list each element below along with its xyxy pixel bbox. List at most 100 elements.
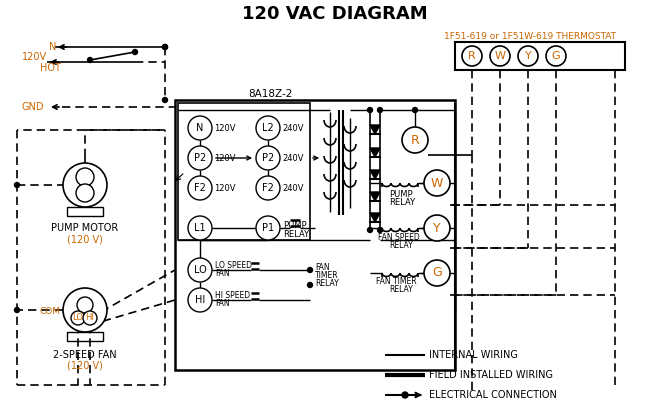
Text: 240V: 240V [282, 153, 304, 163]
Text: 120V: 120V [22, 52, 47, 62]
Bar [178, 103, 310, 240]
Circle shape [63, 163, 107, 207]
Bar [175, 100, 455, 370]
Text: FAN TIMER: FAN TIMER [376, 277, 417, 287]
Circle shape [462, 46, 482, 66]
Bar [67, 332, 103, 341]
Text: ELECTRICAL CONNECTION: ELECTRICAL CONNECTION [429, 390, 557, 400]
Text: FAN SPEED: FAN SPEED [378, 233, 419, 241]
Circle shape [163, 44, 168, 49]
Text: FIELD INSTALLED WIRING: FIELD INSTALLED WIRING [429, 370, 553, 380]
Polygon shape [370, 213, 380, 222]
Text: R: R [411, 134, 419, 147]
Text: 120V: 120V [214, 184, 235, 192]
Text: 2-SPEED FAN: 2-SPEED FAN [53, 350, 117, 360]
Text: W: W [494, 51, 505, 61]
Polygon shape [370, 125, 380, 134]
Text: (120 V): (120 V) [67, 234, 103, 244]
Text: 240V: 240V [282, 124, 304, 132]
Text: 120V: 120V [214, 124, 235, 132]
Circle shape [188, 176, 212, 200]
Circle shape [402, 392, 408, 398]
Circle shape [15, 183, 19, 187]
Circle shape [256, 116, 280, 140]
Text: P2: P2 [194, 153, 206, 163]
Circle shape [83, 311, 97, 325]
Circle shape [15, 308, 19, 313]
Text: L1: L1 [194, 223, 206, 233]
Text: HI SPEED: HI SPEED [215, 290, 250, 300]
Text: INTERNAL WIRING: INTERNAL WIRING [429, 350, 518, 360]
Circle shape [402, 127, 428, 153]
Polygon shape [370, 148, 380, 157]
Text: RELAY: RELAY [389, 285, 413, 295]
Bar [455, 42, 625, 70]
Circle shape [308, 282, 312, 287]
Text: Y: Y [433, 222, 441, 235]
Text: RELAY: RELAY [389, 197, 415, 207]
Text: HI: HI [86, 313, 94, 323]
Text: F2: F2 [194, 183, 206, 193]
Circle shape [133, 49, 137, 54]
Circle shape [377, 108, 383, 112]
Text: PUMP: PUMP [283, 220, 307, 230]
Circle shape [546, 46, 566, 66]
Circle shape [163, 44, 168, 49]
Circle shape [368, 228, 373, 233]
Text: HI: HI [195, 295, 205, 305]
Circle shape [76, 184, 94, 202]
Circle shape [413, 108, 417, 112]
Text: RELAY: RELAY [315, 279, 339, 289]
Circle shape [490, 46, 510, 66]
Text: 8A18Z-2: 8A18Z-2 [248, 89, 292, 99]
Text: RELAY: RELAY [389, 241, 413, 249]
Text: 1F51-619 or 1F51W-619 THERMOSTAT: 1F51-619 or 1F51W-619 THERMOSTAT [444, 31, 616, 41]
Text: HOT: HOT [40, 63, 61, 73]
Text: W: W [431, 176, 443, 189]
Text: Y: Y [525, 51, 531, 61]
Circle shape [188, 216, 212, 240]
Polygon shape [370, 192, 380, 201]
Circle shape [424, 170, 450, 196]
Text: LO: LO [194, 265, 206, 275]
Circle shape [377, 228, 383, 233]
Text: COM: COM [39, 308, 60, 316]
Text: FAN: FAN [315, 264, 330, 272]
Text: TIMER: TIMER [315, 272, 338, 280]
Text: GND: GND [22, 102, 44, 112]
Circle shape [256, 146, 280, 170]
Polygon shape [370, 170, 380, 179]
Bar [67, 207, 103, 216]
Text: (120 V): (120 V) [67, 361, 103, 371]
Circle shape [188, 288, 212, 312]
Circle shape [188, 116, 212, 140]
Circle shape [256, 216, 280, 240]
Text: FAN: FAN [215, 298, 230, 308]
Text: R: R [468, 51, 476, 61]
Circle shape [71, 311, 85, 325]
Circle shape [63, 288, 107, 332]
Text: G: G [432, 266, 442, 279]
Circle shape [188, 258, 212, 282]
Text: G: G [551, 51, 560, 61]
Text: RELAY: RELAY [283, 230, 309, 238]
Text: P1: P1 [262, 223, 274, 233]
Text: F2: F2 [262, 183, 274, 193]
Text: 120 VAC DIAGRAM: 120 VAC DIAGRAM [242, 5, 428, 23]
Text: P2: P2 [262, 153, 274, 163]
Circle shape [424, 215, 450, 241]
Circle shape [424, 260, 450, 286]
Text: N: N [50, 42, 57, 52]
Text: PUMP: PUMP [389, 189, 413, 199]
Circle shape [368, 108, 373, 112]
Circle shape [163, 98, 168, 103]
Text: PUMP MOTOR: PUMP MOTOR [52, 223, 119, 233]
Circle shape [518, 46, 538, 66]
Circle shape [77, 297, 93, 313]
Circle shape [88, 57, 92, 62]
Text: LO: LO [72, 313, 84, 323]
Text: LO SPEED: LO SPEED [215, 261, 252, 271]
Text: FAN: FAN [215, 269, 230, 279]
Text: 240V: 240V [282, 184, 304, 192]
Text: N: N [196, 123, 204, 133]
